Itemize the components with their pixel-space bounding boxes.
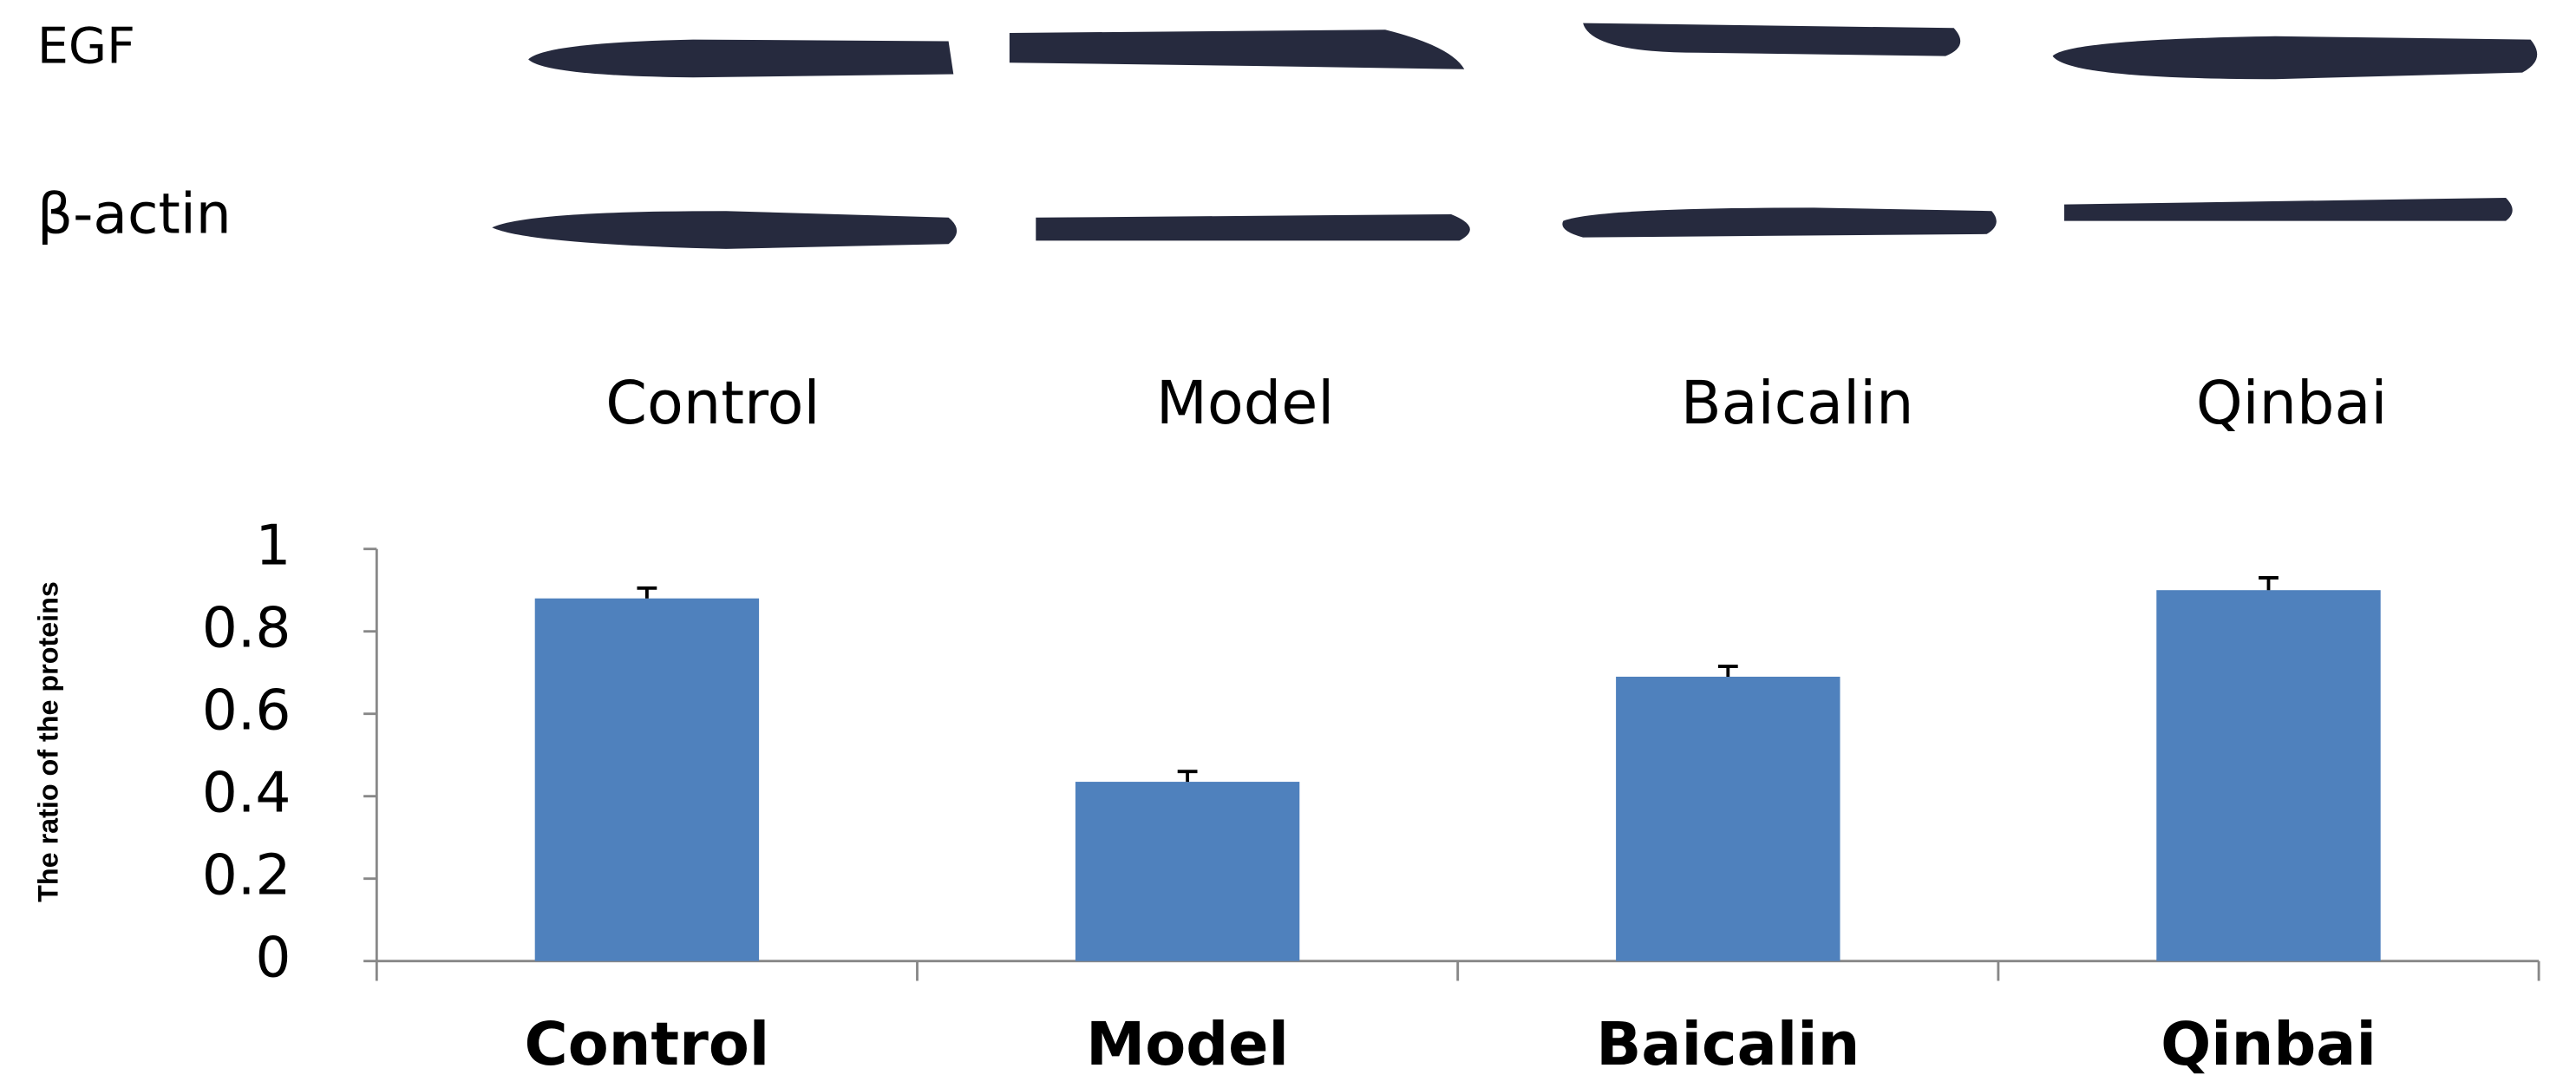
error-bar (1717, 665, 1738, 677)
bar (1616, 676, 1840, 961)
bar (2156, 590, 2381, 961)
blot-band (1009, 29, 1465, 69)
blot-band (492, 211, 958, 249)
y-tick-label: 0.4 (202, 760, 291, 825)
error-bar (2259, 576, 2279, 591)
western-blot: EGF β-actin Control Model Baicalin Qinba… (37, 18, 2538, 438)
lane-label: Model (1156, 370, 1334, 438)
error-bar (1177, 770, 1198, 783)
blot-band (528, 39, 954, 78)
y-axis-label: The ratio of the proteins (33, 581, 64, 902)
lane-label: Qinbai (2196, 370, 2388, 438)
x-tick-label: Qinbai (2161, 1011, 2377, 1079)
blot-band (2052, 36, 2538, 80)
blot-row-label: EGF (37, 18, 135, 75)
y-tick-label: 0 (255, 925, 291, 990)
bar (1075, 782, 1300, 961)
blot-band (2063, 198, 2513, 221)
bar (534, 598, 760, 961)
blot-band (1036, 214, 1470, 241)
error-bar (637, 586, 657, 599)
x-tick-label: Model (1086, 1011, 1289, 1079)
y-tick-label: 1 (255, 513, 291, 578)
blot-band (1562, 207, 1997, 238)
lane-label: Control (605, 370, 820, 438)
x-tick-label: Control (525, 1011, 770, 1079)
blot-band (1583, 23, 1961, 56)
lane-label: Baicalin (1681, 370, 1914, 438)
x-tick-label: Baicalin (1596, 1011, 1860, 1079)
y-tick-label: 0.6 (202, 678, 291, 743)
y-tick-label: 0.2 (202, 842, 291, 908)
y-tick-label: 0.8 (202, 595, 291, 660)
blot-row-label: β-actin (37, 181, 232, 246)
